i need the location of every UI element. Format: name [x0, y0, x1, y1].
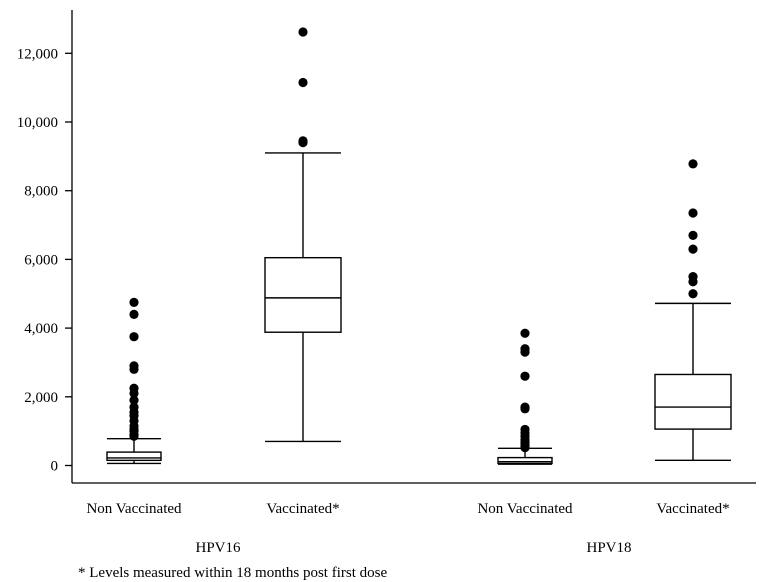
- category-label: Non Vaccinated: [86, 501, 182, 517]
- box-4: [654, 159, 732, 462]
- category-label: Vaccinated*: [656, 501, 729, 517]
- y-tick-label: 12,000: [17, 46, 58, 62]
- outlier-point: [129, 309, 139, 319]
- box-1: [106, 297, 162, 465]
- outlier-point: [298, 77, 308, 88]
- outlier-point: [688, 230, 698, 240]
- outlier-point: [688, 159, 698, 169]
- outlier-point: [688, 271, 698, 282]
- iqr-box: [497, 456, 553, 465]
- outlier-point: [520, 328, 530, 338]
- category-label: Vaccinated*: [266, 501, 339, 517]
- iqr-box: [106, 451, 162, 462]
- footnote: * Levels measured within 18 months post …: [78, 565, 387, 581]
- outlier-point: [129, 395, 139, 405]
- boxes: [106, 27, 732, 465]
- y-tick-label: 4,000: [24, 321, 58, 337]
- y-tick-label: 10,000: [17, 115, 58, 131]
- y-tick-label: 0: [51, 459, 59, 475]
- category-labels: Non Vaccinated Vaccinated* HPV16 Non Vaccin…: [86, 501, 729, 556]
- box-3: [497, 328, 553, 465]
- outlier-point: [520, 371, 530, 381]
- category-label: Non Vaccinated: [477, 501, 573, 517]
- iqr-box: [264, 256, 342, 333]
- group-label: HPV16: [195, 540, 241, 556]
- outlier-point: [688, 244, 698, 254]
- y-axis-ticks: 0 2,000 4,000 6,000 8,000 10,000 12,000: [17, 46, 72, 475]
- outlier-point: [129, 402, 139, 412]
- outlier-point: [520, 402, 530, 412]
- outlier-point: [298, 27, 308, 37]
- outlier-point: [129, 361, 139, 371]
- y-tick-label: 6,000: [24, 252, 58, 268]
- outlier-point: [688, 208, 698, 218]
- axes: [71, 10, 756, 484]
- outlier-point: [520, 424, 530, 435]
- y-tick-label: 8,000: [24, 184, 58, 200]
- outlier-point: [520, 344, 530, 354]
- y-tick-label: 2,000: [24, 390, 58, 406]
- outlier-point: [298, 136, 308, 146]
- outlier-point: [688, 289, 698, 299]
- outlier-point: [129, 332, 139, 342]
- outlier-point: [129, 383, 139, 393]
- group-label: HPV18: [586, 540, 631, 556]
- box-2: [264, 27, 342, 443]
- outlier-point: [129, 297, 139, 307]
- iqr-box: [654, 373, 732, 430]
